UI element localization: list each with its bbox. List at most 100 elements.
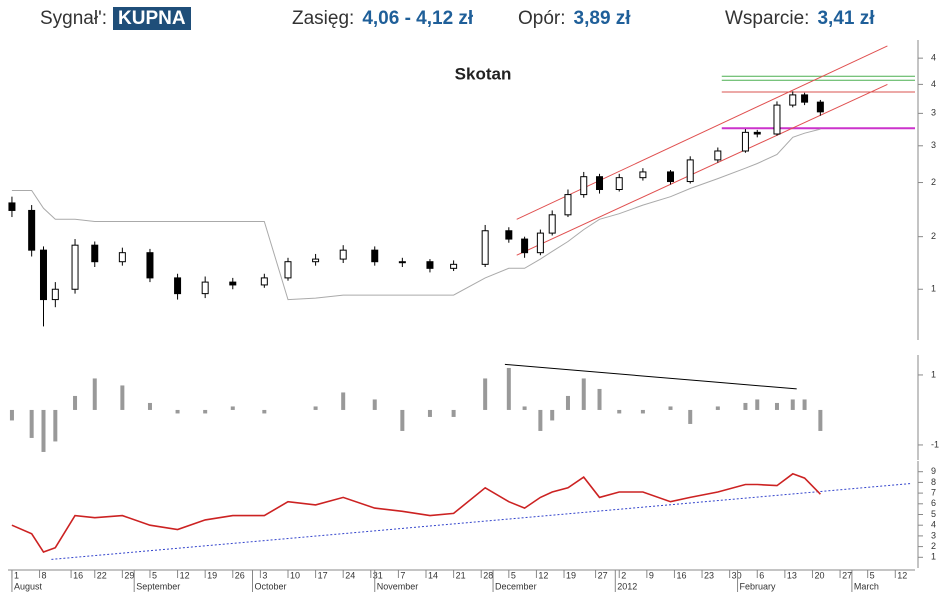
x-tick-label: 8 bbox=[42, 570, 47, 580]
histogram-bar bbox=[73, 395, 78, 410]
x-tick-label: 7 bbox=[400, 570, 405, 580]
y-tick-label: 3 bbox=[931, 530, 936, 540]
candle-body bbox=[521, 238, 529, 254]
x-tick-label: 23 bbox=[704, 570, 714, 580]
y-tick-label: 2 bbox=[931, 541, 936, 551]
candle-body bbox=[667, 171, 675, 183]
histogram-bar bbox=[41, 409, 46, 452]
histogram-bar bbox=[262, 409, 267, 414]
histogram-bar bbox=[483, 378, 488, 410]
candle-body bbox=[741, 131, 749, 152]
histogram-bar bbox=[774, 402, 779, 410]
histogram-bar bbox=[506, 367, 511, 410]
candle-body bbox=[450, 263, 458, 269]
histogram-bar bbox=[640, 409, 645, 414]
x-tick-label: 30 bbox=[732, 570, 742, 580]
histogram-bar bbox=[230, 406, 235, 410]
histogram-bar bbox=[668, 406, 673, 410]
oscillator-line bbox=[11, 472, 821, 553]
y-tick-label: 3 bbox=[931, 108, 936, 118]
histogram-bar bbox=[715, 406, 720, 410]
y-tick-label: 9 bbox=[931, 466, 936, 476]
range-value: 4,06 - 4,12 zł bbox=[362, 8, 474, 29]
x-tick-label: 12 bbox=[897, 570, 907, 580]
x-tick-label: 5 bbox=[870, 570, 875, 580]
x-tick-label: 1 bbox=[14, 570, 19, 580]
trend-line bbox=[516, 83, 888, 256]
x-tick-label: 16 bbox=[676, 570, 686, 580]
y-tick-label: 5 bbox=[931, 509, 936, 519]
y-tick-label: 4 bbox=[931, 53, 936, 63]
x-tick-label: 20 bbox=[814, 570, 824, 580]
y-tick-label: 4 bbox=[931, 520, 936, 530]
histogram-bar bbox=[203, 409, 208, 414]
candle-body bbox=[51, 288, 59, 301]
trend-line bbox=[516, 45, 888, 220]
trend-line bbox=[504, 363, 797, 390]
range: Zasięg: 4,06 - 4,12 zł bbox=[292, 8, 473, 30]
x-tick-label: 24 bbox=[345, 570, 355, 580]
candle-body bbox=[174, 277, 182, 295]
trend-line bbox=[51, 483, 912, 560]
y-tick-label: 2 bbox=[931, 177, 936, 187]
y-tick-label: 7 bbox=[931, 487, 936, 497]
x-tick-label: 26 bbox=[235, 570, 245, 580]
y-tick-label: 1 bbox=[931, 284, 936, 294]
x-tick-label: 16 bbox=[73, 570, 83, 580]
month-label: August bbox=[14, 581, 43, 591]
x-tick-label: 28 bbox=[483, 570, 493, 580]
histogram-bar bbox=[538, 409, 543, 431]
resistance-value: 3,89 zł bbox=[573, 8, 631, 29]
signal: Sygnał': KUPNA bbox=[40, 7, 191, 30]
candle-body bbox=[146, 252, 154, 279]
candle-body bbox=[201, 281, 209, 295]
histogram-bar bbox=[341, 392, 346, 410]
candle-body bbox=[39, 249, 47, 301]
candle-body bbox=[118, 252, 126, 263]
support-value: 3,41 zł bbox=[817, 8, 875, 29]
histogram-bar bbox=[451, 409, 456, 417]
month-label: October bbox=[254, 581, 286, 591]
histogram-bar bbox=[313, 406, 318, 410]
chart-title: Skotan bbox=[455, 64, 512, 83]
histogram-bar bbox=[565, 395, 570, 410]
histogram-bar bbox=[581, 378, 586, 410]
label: Wsparcie: bbox=[725, 8, 810, 29]
histogram-bar bbox=[92, 378, 97, 410]
candle-body bbox=[505, 230, 513, 240]
month-label: December bbox=[495, 581, 537, 591]
candle-body bbox=[260, 277, 268, 286]
y-tick-label: 1 bbox=[931, 552, 936, 562]
histogram-bar bbox=[522, 406, 527, 410]
candle-body bbox=[426, 261, 434, 269]
histogram-bar bbox=[29, 409, 34, 438]
x-tick-label: 2 bbox=[621, 570, 626, 580]
x-tick-label: 31 bbox=[373, 570, 383, 580]
candle-body bbox=[753, 131, 761, 135]
x-tick-label: 21 bbox=[456, 570, 466, 580]
candle-body bbox=[398, 261, 406, 264]
candle-body bbox=[773, 104, 781, 135]
x-tick-label: 22 bbox=[97, 570, 107, 580]
histogram-bar bbox=[743, 402, 748, 410]
y-tick-label: 1 bbox=[931, 369, 936, 379]
candle-body bbox=[564, 194, 572, 216]
candle-body bbox=[229, 281, 237, 286]
x-tick-label: 13 bbox=[787, 570, 797, 580]
candle-body bbox=[91, 244, 99, 263]
histogram-bar bbox=[617, 409, 622, 414]
histogram-bar bbox=[9, 409, 14, 421]
candle-body bbox=[284, 261, 292, 279]
histogram-bar bbox=[53, 409, 58, 442]
candle-body bbox=[714, 150, 722, 161]
x-tick-label: 9 bbox=[649, 570, 654, 580]
candle-body bbox=[801, 94, 809, 103]
candle-body bbox=[28, 209, 36, 251]
x-tick-label: 27 bbox=[842, 570, 852, 580]
histogram-bar bbox=[372, 399, 377, 410]
month-label: 2012 bbox=[617, 581, 637, 591]
x-tick-label: 14 bbox=[428, 570, 438, 580]
candle-body bbox=[536, 232, 544, 254]
